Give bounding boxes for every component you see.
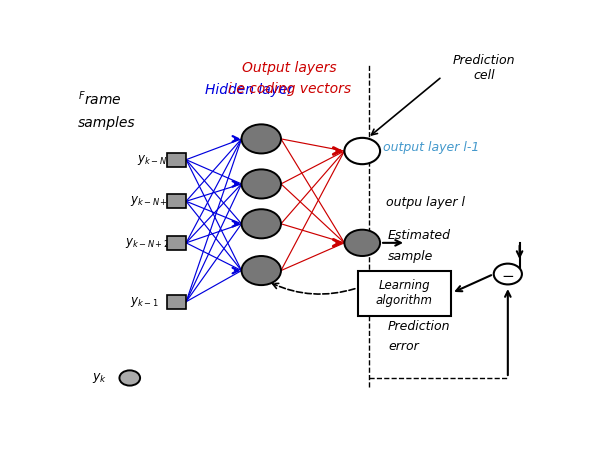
Bar [358,270,451,315]
Text: Prediction: Prediction [388,320,451,333]
Bar [167,194,186,208]
Text: $^F$rame: $^F$rame [78,90,122,108]
Text: $-$: $-$ [501,266,514,282]
Text: Prediction
cell: Prediction cell [453,54,516,82]
Bar [167,236,186,250]
Text: Hidden layer: Hidden layer [205,83,293,97]
Text: output layer l-1: output layer l-1 [384,141,480,154]
Circle shape [242,256,281,285]
Text: $y_{k-N+1}$: $y_{k-N+1}$ [130,194,175,208]
Circle shape [344,138,380,164]
Circle shape [242,124,281,153]
Text: $y_{k-1}$: $y_{k-1}$ [130,295,158,309]
Bar [167,295,186,309]
Text: Output layers: Output layers [242,61,337,75]
Text: $y_{k-N}$: $y_{k-N}$ [137,153,167,166]
Circle shape [494,264,522,284]
Text: samples: samples [78,116,136,130]
Text: $y_k$: $y_k$ [92,371,107,385]
Text: Learning
algorithm: Learning algorithm [376,279,433,307]
Text: sample: sample [388,250,433,263]
Circle shape [344,230,380,256]
Circle shape [242,209,281,238]
Text: $y_{k-N+2}$: $y_{k-N+2}$ [125,236,170,250]
Bar [167,153,186,166]
Text: error: error [388,340,419,353]
Text: outpu layer l: outpu layer l [385,197,465,210]
Circle shape [242,169,281,198]
Text: Estimated: Estimated [388,230,451,243]
Text: i.e coding vectors: i.e coding vectors [228,81,351,96]
Circle shape [119,370,140,386]
